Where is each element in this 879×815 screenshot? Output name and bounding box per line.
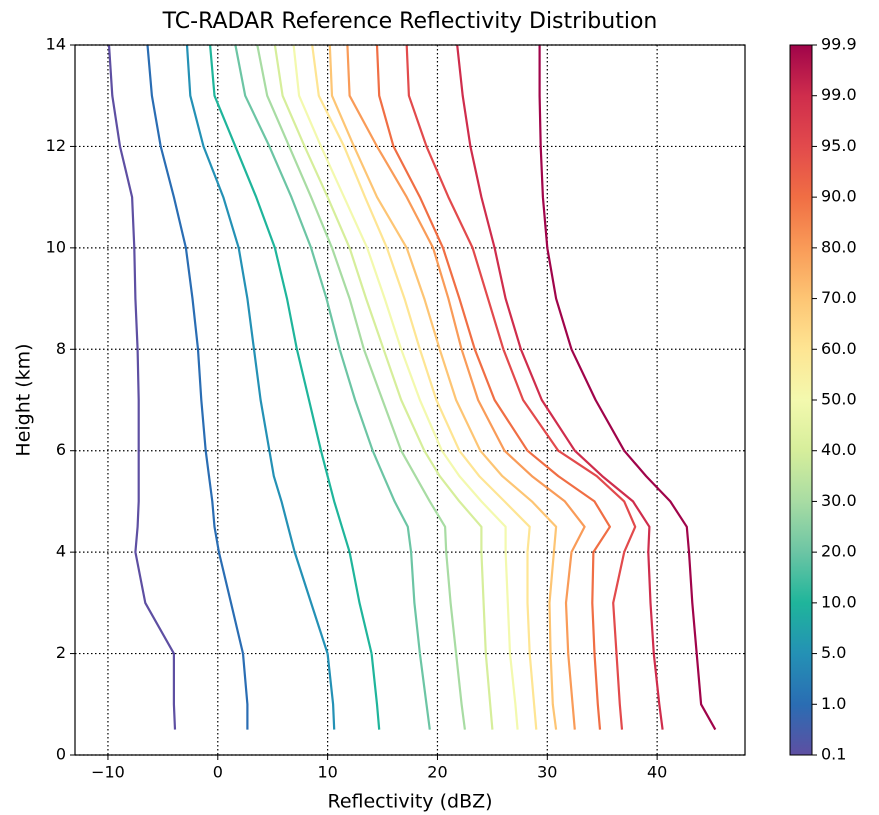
x-axis-label: Reflectivity (dBZ) [327,791,492,813]
y-tick-label: 4 [56,542,66,561]
profile-line [405,44,637,730]
y-tick-label: 2 [56,643,66,662]
y-tick-label: 6 [56,440,66,459]
legend-label: 5.0 [821,643,846,662]
profile-line [346,44,586,730]
plot-frame [74,44,746,756]
y-tick-label: 0 [56,745,66,764]
chart-title: TC-RADAR Reference Reflectivity Distribu… [162,9,658,34]
legend-label: 99.0 [821,85,857,104]
x-tick-label: −10 [91,763,125,782]
profile-line [328,44,558,730]
legend-label: 20.0 [821,542,857,561]
legend-label: 1.0 [821,694,846,713]
colorbar [789,44,813,756]
y-tick-label: 14 [46,35,66,54]
y-tick-label: 8 [56,339,66,358]
profile-line [375,44,612,730]
legend-label: 90.0 [821,187,857,206]
profile-line [185,44,336,730]
legend-label: 70.0 [821,288,857,307]
x-tick-label: 40 [647,763,667,782]
profile-line [311,44,538,730]
x-tick-label: 0 [213,763,223,782]
profile-line [538,45,717,731]
x-tick-label: 30 [537,763,557,782]
legend-label: 95.0 [821,136,857,155]
legend-label: 40.0 [821,440,857,459]
y-axis-label: Height (km) [13,343,35,456]
profile-line [107,44,177,730]
profile-line [209,44,381,730]
profile-line [146,44,249,730]
legend-label: 0.1 [821,745,846,764]
profile-line [456,44,664,730]
legend-label: 30.0 [821,491,857,510]
profile-line [256,44,466,730]
legend-label: 50.0 [821,390,857,409]
legend-label: 80.0 [821,237,857,256]
legend-label: 10.0 [821,592,857,611]
profile-line [292,44,519,730]
x-tick-label: 10 [317,763,337,782]
legend-label: 60.0 [821,339,857,358]
y-tick-label: 10 [46,237,66,256]
x-tick-label: 20 [427,763,447,782]
profile-line [273,44,494,730]
y-tick-label: 12 [46,136,66,155]
legend-label: 99.9 [821,35,857,54]
profile-line [234,44,431,730]
